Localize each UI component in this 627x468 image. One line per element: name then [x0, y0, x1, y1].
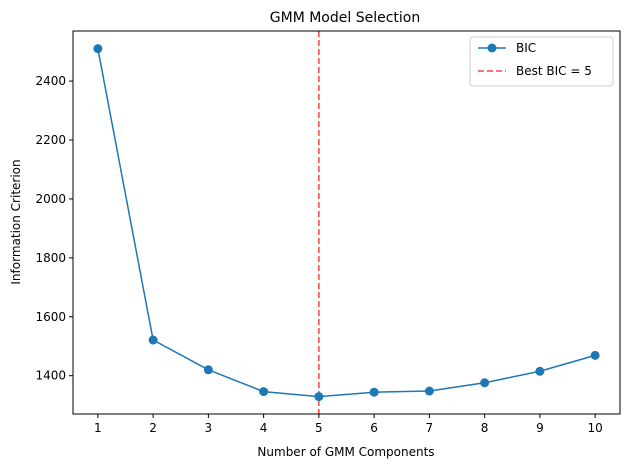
bic-data-point	[369, 387, 379, 397]
y-tick-label: 1400	[35, 369, 66, 383]
bic-data-point	[424, 386, 434, 396]
plot-area	[73, 31, 620, 414]
x-tick-label: 5	[315, 421, 323, 435]
y-axis-label: Information Criterion	[9, 159, 23, 284]
bic-data-point	[535, 366, 545, 376]
x-tick-label: 7	[426, 421, 434, 435]
legend-best-bic-label: Best BIC = 5	[516, 64, 592, 78]
y-tick-label: 1600	[35, 310, 66, 324]
x-tick-label: 2	[149, 421, 157, 435]
y-tick-label: 1800	[35, 251, 66, 265]
x-tick-label: 10	[587, 421, 602, 435]
x-tick-label: 9	[536, 421, 544, 435]
bic-data-point	[480, 378, 490, 388]
x-tick-label: 8	[481, 421, 489, 435]
x-tick-label: 3	[205, 421, 213, 435]
bic-data-point	[590, 350, 600, 360]
bic-series-line	[97, 48, 596, 398]
bic-data-point	[93, 44, 103, 54]
bic-data-point	[203, 365, 213, 375]
x-tick-label: 1	[94, 421, 102, 435]
legend-frame	[469, 36, 614, 87]
plot-frame	[72, 30, 621, 415]
bic-data-point	[314, 392, 324, 402]
x-tick-label: 4	[260, 421, 268, 435]
x-tick-label: 6	[370, 421, 378, 435]
series-layer	[93, 44, 600, 402]
bic-data-point	[259, 387, 269, 397]
legend-bic-marker	[487, 43, 497, 53]
y-tick-label: 2400	[35, 74, 66, 88]
legend-bic-label: BIC	[516, 41, 536, 55]
y-tick-label: 2000	[35, 192, 66, 206]
ticks-layer: 1 2 3 4 5 6 7 8 9 10 1400 1600 1800 2000 2200 2400	[35, 74, 602, 435]
legend: BIC Best BIC = 5	[469, 36, 614, 87]
chart-title: GMM Model Selection	[270, 10, 420, 26]
x-axis-label: Number of GMM Components	[257, 445, 434, 459]
bic-data-point	[148, 335, 158, 345]
y-tick-label: 2200	[35, 133, 66, 147]
